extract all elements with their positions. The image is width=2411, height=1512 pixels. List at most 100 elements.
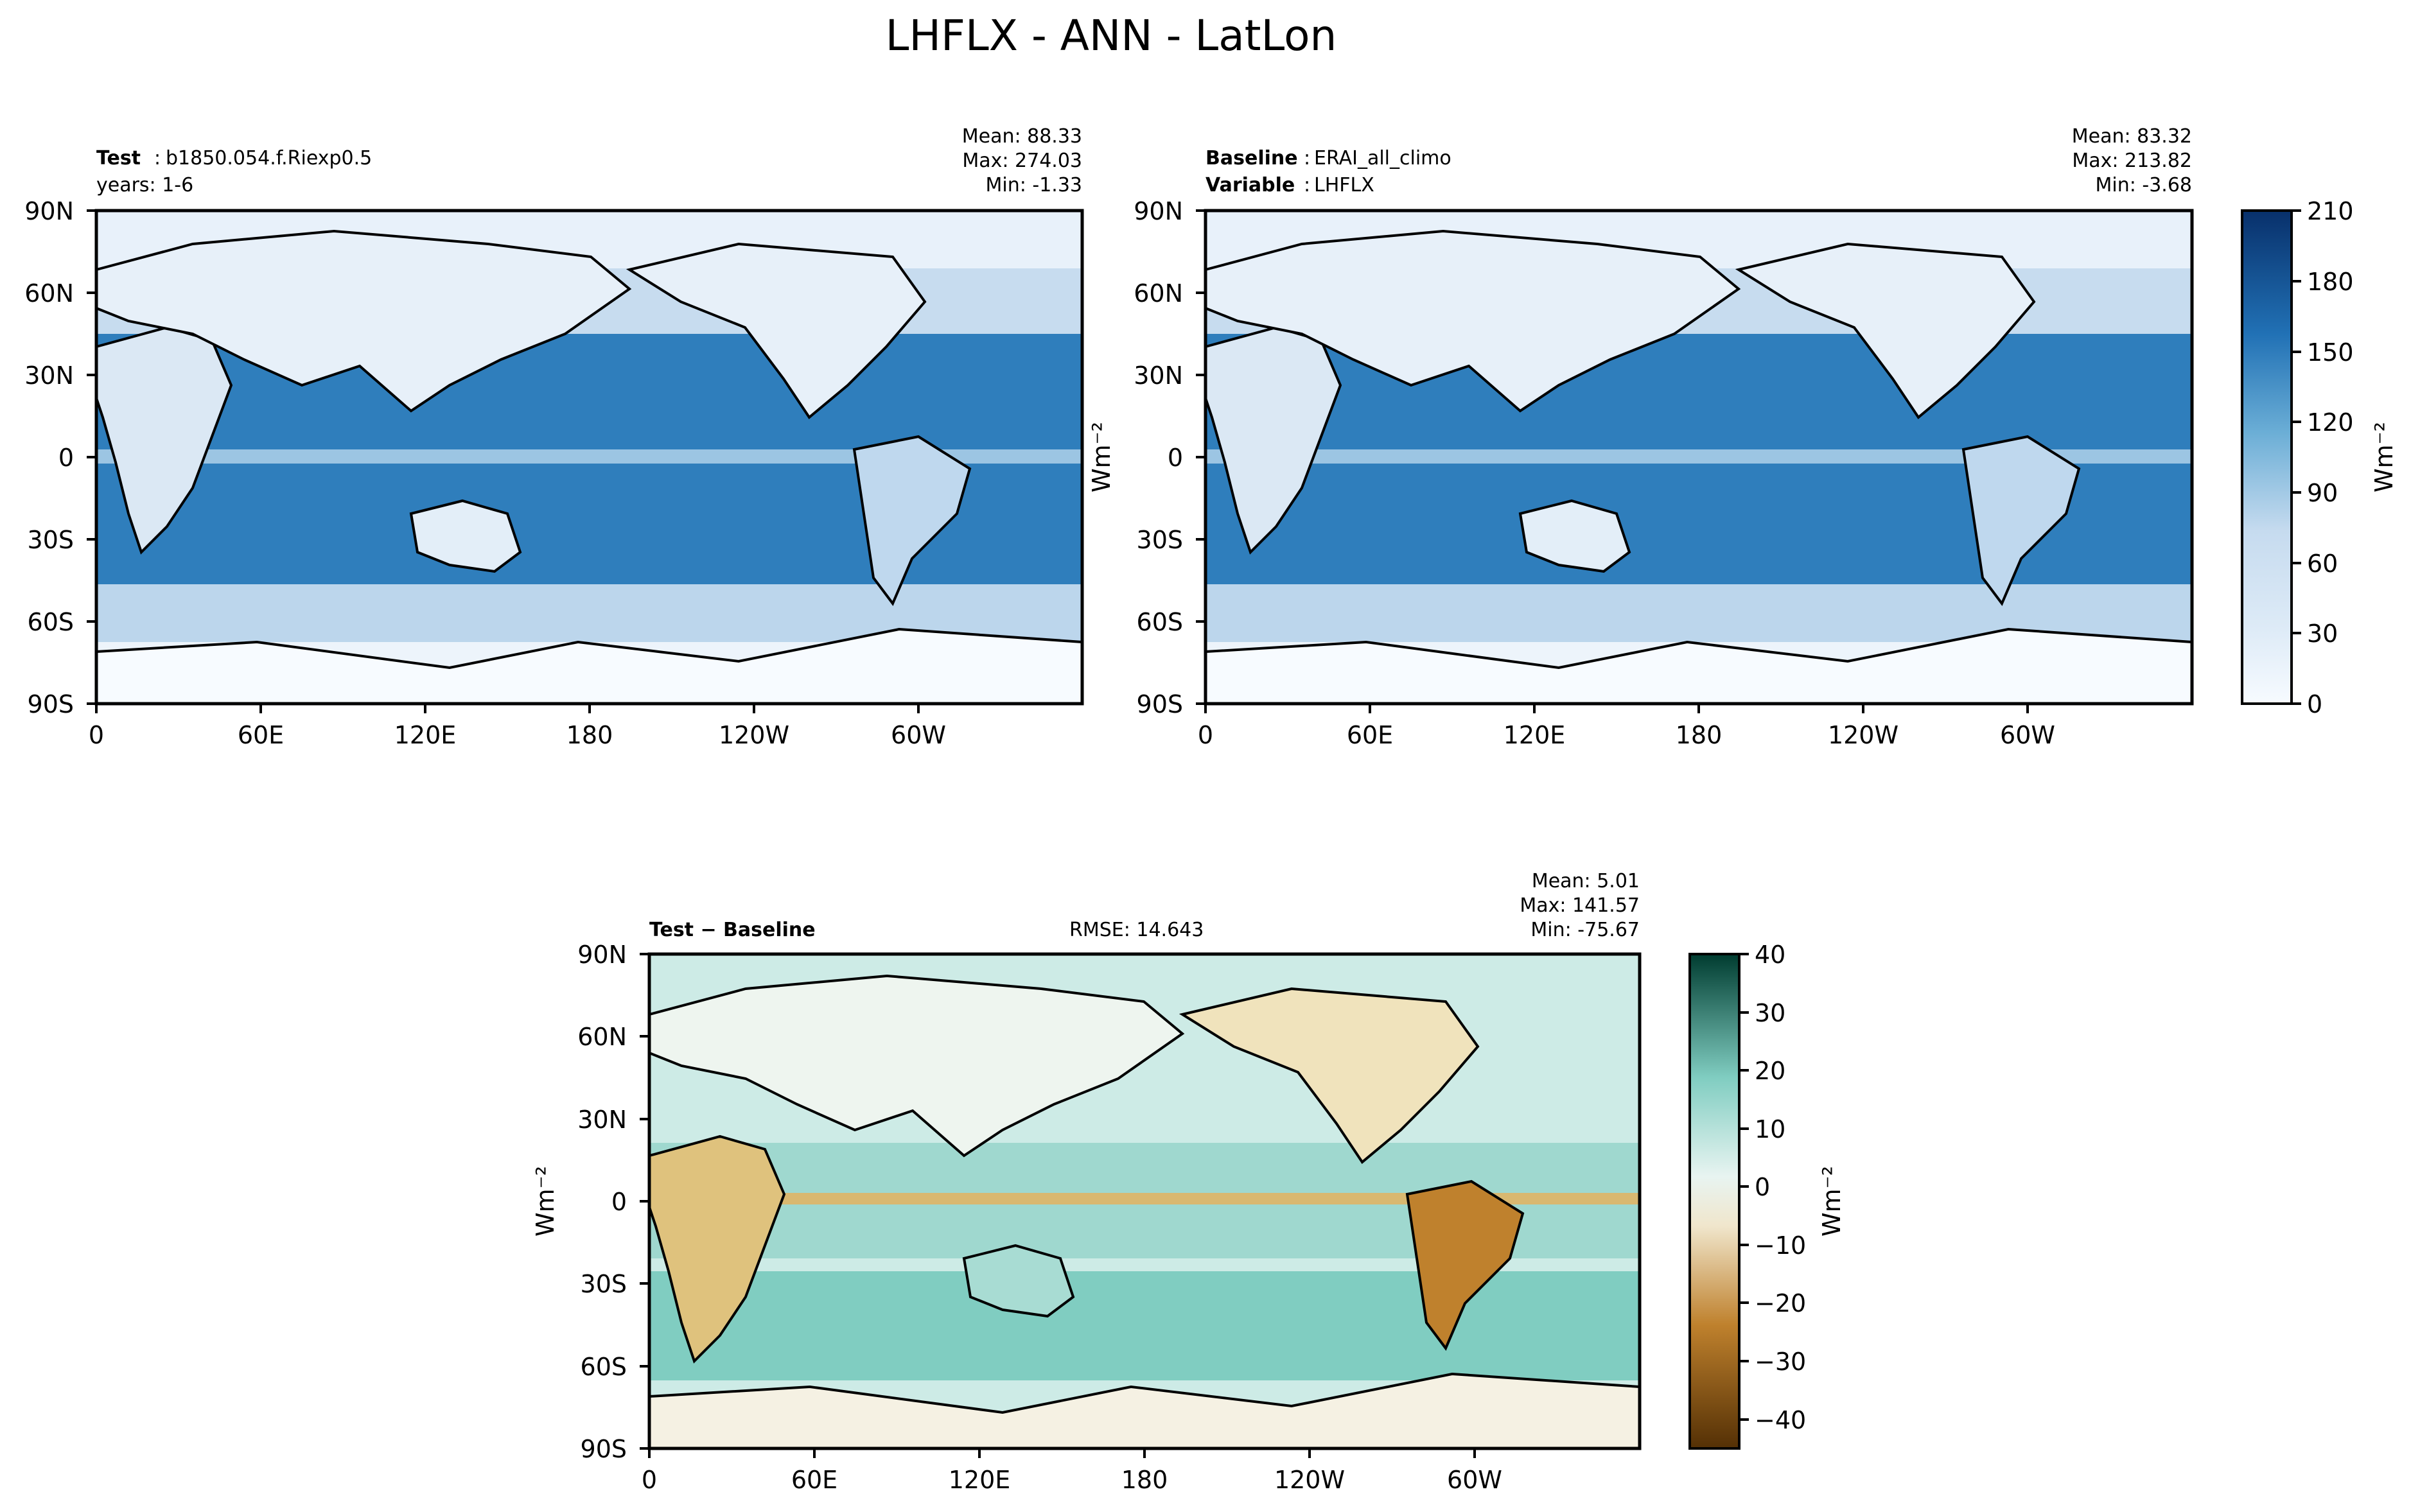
difference-ytick-label: 30N (577, 1106, 627, 1134)
baseline-xtick-label: 180 (1676, 721, 1723, 749)
baseline-land-south-america (1961, 435, 2081, 606)
baseline-xtick-label: 120W (1828, 721, 1898, 749)
difference-x-axis: 0 60E 120E 180 120W 60W (642, 1466, 1502, 1494)
difference-xtick-label: 60E (791, 1466, 837, 1494)
test-land-australia (409, 499, 522, 573)
difference-band-south (649, 1271, 1640, 1380)
baseline-y-axis: 90N 60N 30N 0 30S 60S 90S (1134, 197, 1183, 718)
difference-ytick-label: 60N (577, 1023, 627, 1051)
test-ytick-label: 60N (24, 279, 74, 308)
difference-ytick-label: 60S (581, 1353, 627, 1381)
difference-xtick-label: 120W (1274, 1466, 1345, 1494)
difference-x-ticks (648, 1448, 1476, 1458)
test-xtick-label: 60E (238, 721, 284, 749)
difference-band-equator (649, 1193, 1640, 1204)
test-map (94, 209, 1084, 706)
test-x-ticks (95, 704, 920, 713)
baseline-colorbar-ticks (2292, 209, 2301, 705)
test-land-north-america (626, 242, 927, 419)
test-xtick-label: 0 (89, 721, 104, 749)
baseline-ytick-label: 60N (1134, 279, 1183, 308)
difference-cbar-label: −20 (1755, 1289, 1806, 1317)
baseline-map (1204, 209, 2194, 706)
difference-label: Test − Baseline (649, 919, 816, 941)
difference-xtick-label: 0 (642, 1466, 657, 1494)
baseline-band-equator (1206, 449, 2192, 464)
test-label-colon: : (154, 147, 161, 169)
difference-land-africa (648, 1134, 786, 1364)
test-years: years: 1-6 (96, 174, 193, 196)
baseline-colorbar-frame (2241, 209, 2293, 705)
difference-rmse: RMSE: 14.643 (1069, 919, 1204, 941)
baseline-stat-max: Max: 213.82 (2072, 150, 2192, 172)
baseline-x-axis: 0 60E 120E 180 120W 60W (1198, 721, 2055, 749)
baseline-cbar-label: 60 (2307, 550, 2338, 578)
test-ytick-label: 90N (24, 197, 74, 225)
test-stat-min: Min: -1.33 (986, 174, 1083, 196)
baseline-xtick-label: 120E (1504, 721, 1566, 749)
difference-xtick-label: 60W (1447, 1466, 1502, 1494)
baseline-colorbar-fill (2242, 211, 2292, 704)
figure-title: LHFLX - ANN - LatLon (886, 11, 1337, 60)
baseline-ytick-label: 90N (1134, 197, 1183, 225)
baseline-xtick-label: 0 (1198, 721, 1213, 749)
difference-xtick-label: 120E (949, 1466, 1011, 1494)
test-stat-max: Max: 274.03 (962, 150, 1082, 172)
baseline-ylabel: Wm⁻² (1087, 422, 1116, 492)
baseline-cbar-label: 180 (2307, 268, 2354, 296)
baseline-colorbar: 210 180 150 120 90 60 30 0 Wm⁻² (2241, 197, 2398, 718)
difference-cbar-label: −40 (1755, 1406, 1806, 1434)
difference-land-south-america (1405, 1179, 1525, 1351)
test-ytick-label: 30N (24, 361, 74, 390)
test-land-eurasia (95, 229, 632, 413)
baseline-ytick-label: 90S (1137, 690, 1183, 718)
baseline-ytick-label: 30S (1137, 526, 1183, 554)
baseline-cbar-label: 0 (2307, 690, 2322, 718)
baseline-ytick-label: 30N (1134, 361, 1183, 390)
baseline-cbar-label: 120 (2307, 408, 2354, 437)
test-land-south-america (852, 435, 972, 606)
baseline-cbar-label: 150 (2307, 338, 2354, 367)
baseline-land-eurasia (1204, 229, 1741, 413)
test-ytick-label: 30S (28, 526, 74, 554)
difference-colorbar-units: Wm⁻² (1818, 1166, 1846, 1237)
difference-ytick-label: 90S (581, 1435, 627, 1463)
difference-ytick-label: 90N (577, 941, 627, 969)
test-ytick-label: 60S (28, 608, 74, 636)
test-x-axis: 0 60E 120E 180 120W 60W (89, 721, 946, 749)
test-y-ticks (87, 209, 96, 705)
baseline-label-colon: : (1304, 147, 1310, 169)
difference-ytick-label: 30S (581, 1270, 627, 1298)
baseline-ytick-label: 60S (1137, 608, 1183, 636)
variable-label-value: LHFLX (1314, 174, 1374, 196)
difference-ytick-label: 0 (611, 1188, 627, 1216)
baseline-colorbar-units: Wm⁻² (2370, 422, 2398, 492)
difference-stat-min: Min: -75.67 (1530, 919, 1640, 941)
baseline-colorbar-labels: 210 180 150 120 90 60 30 0 (2307, 197, 2354, 718)
test-ytick-label: 90S (28, 690, 74, 718)
test-xtick-label: 120E (394, 721, 457, 749)
baseline-cbar-label: 30 (2307, 620, 2338, 648)
difference-colorbar-frame (1688, 953, 1740, 1450)
difference-land-eurasia (648, 974, 1185, 1158)
variable-label-bold: Variable (1206, 174, 1295, 196)
test-xtick-label: 180 (566, 721, 613, 749)
difference-y-axis: 90N 60N 30N 0 30S 60S 90S (577, 941, 627, 1463)
difference-xtick-label: 180 (1121, 1466, 1168, 1494)
baseline-cbar-label: 210 (2307, 197, 2354, 225)
test-label-bold: Test (96, 147, 141, 169)
difference-colorbar-ticks (1739, 953, 1749, 1421)
baseline-stat-min: Min: -3.68 (2096, 174, 2193, 196)
baseline-y-ticks (1196, 209, 1206, 705)
difference-cbar-label: 10 (1755, 1115, 1785, 1143)
difference-cbar-label: −30 (1755, 1348, 1806, 1376)
difference-stat-max: Max: 141.57 (1520, 894, 1640, 917)
difference-y-ticks (640, 953, 649, 1450)
test-xtick-label: 120W (719, 721, 789, 749)
difference-cbar-label: 30 (1755, 999, 1785, 1027)
test-y-axis: 90N 60N 30N 0 30S 60S 90S (24, 197, 74, 718)
baseline-stat-mean: Mean: 83.32 (2072, 125, 2192, 148)
difference-map (647, 952, 1642, 1450)
baseline-label-bold: Baseline (1206, 147, 1298, 169)
